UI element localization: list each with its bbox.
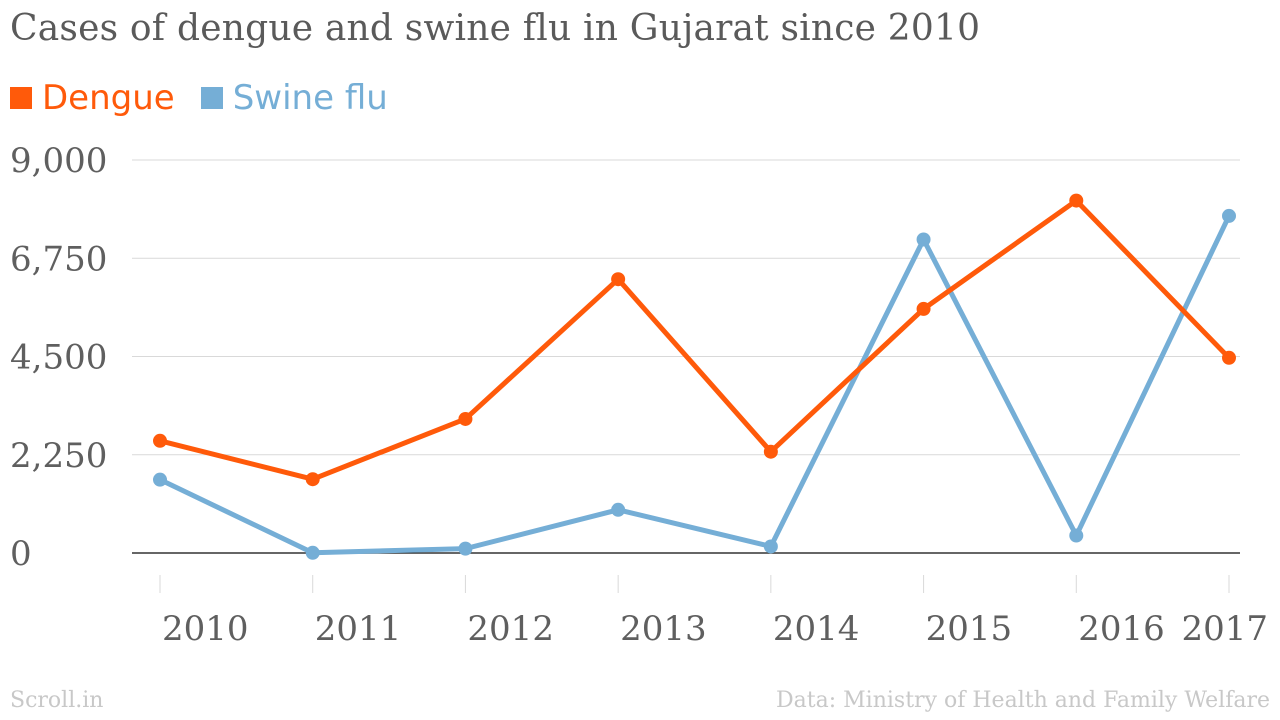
chart-title: Cases of dengue and swine flu in Gujarat… [10, 8, 981, 49]
data-point-swine-flu [1069, 528, 1084, 543]
x-tick-label: 2014 [773, 609, 860, 649]
y-tick-label: 0 [10, 534, 32, 574]
legend-label-dengue: Dengue [42, 78, 175, 118]
legend-swatch-dengue [10, 87, 32, 109]
x-tick-label: 2016 [1078, 609, 1165, 649]
footer-source: Data: Ministry of Health and Family Welf… [776, 688, 1270, 713]
data-point-dengue [763, 444, 778, 459]
data-point-swine-flu [1222, 208, 1236, 223]
y-tick-label: 6,750 [10, 239, 107, 279]
legend-item-dengue: Dengue [10, 78, 175, 118]
x-tick-label: 2013 [620, 609, 707, 649]
x-tick-label: 2015 [926, 609, 1013, 649]
data-point-dengue [1222, 350, 1236, 365]
data-point-swine-flu [611, 502, 626, 517]
data-point-swine-flu [458, 541, 473, 556]
data-point-dengue [305, 472, 320, 487]
data-point-swine-flu [763, 539, 778, 554]
data-point-dengue [611, 272, 626, 287]
legend-item-swine-flu: Swine flu [200, 78, 388, 118]
data-point-dengue [916, 301, 931, 316]
x-tick-label: 2017 [1181, 609, 1268, 649]
data-point-dengue [153, 433, 167, 448]
series-line-dengue [157, 198, 1232, 482]
line-chart: 0 2,250 4,500 6,750 9,000 2010 2011 2012 2013 201… [10, 141, 1268, 649]
chart-legend: Dengue Swine flu [10, 76, 414, 120]
data-point-dengue [458, 411, 473, 426]
y-tick-label: 9,000 [10, 141, 107, 181]
data-point-swine-flu [916, 232, 931, 247]
x-tick-label: 2011 [315, 609, 402, 649]
data-point-swine-flu [305, 545, 320, 560]
y-tick-label: 4,500 [10, 338, 107, 378]
x-tick-label: 2012 [467, 609, 554, 649]
series-line-swine-flu [157, 213, 1232, 556]
x-tick-label: 2010 [162, 609, 249, 649]
data-point-swine-flu [153, 472, 167, 487]
y-tick-label: 2,250 [10, 436, 107, 476]
legend-swatch-swine-flu [200, 87, 223, 109]
legend-label-swine-flu: Swine flu [232, 78, 388, 118]
footer-brand: Scroll.in [10, 688, 104, 713]
data-point-dengue [1069, 193, 1084, 208]
